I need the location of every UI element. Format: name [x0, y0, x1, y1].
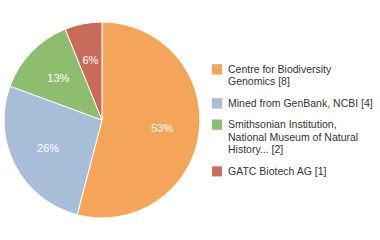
- legend: Centre for BiodiversityGenomics [8] Mined…: [212, 63, 373, 177]
- data-label: 53%: [151, 122, 173, 134]
- slice: [65, 22, 102, 120]
- legend-label: GATC Biotech AG [1]: [228, 165, 327, 177]
- data-labels: 53% 26% 13% 6%: [37, 54, 173, 154]
- data-label: 6%: [82, 54, 98, 66]
- data-label: 26%: [37, 142, 59, 154]
- legend-swatch: [212, 166, 222, 176]
- data-label: 13%: [47, 72, 69, 84]
- legend-label: Centre for BiodiversityGenomics [8]: [228, 63, 332, 88]
- legend-swatch: [212, 98, 222, 108]
- chart: 53% 26% 13% 6% Centre for BiodiversityGenomi…: [0, 0, 380, 240]
- legend-swatch: [212, 64, 222, 74]
- chart-container: 53% 26% 13% 6% Centre for BiodiversityGenomi…: [0, 0, 380, 240]
- legend-swatch: [212, 120, 222, 130]
- slices: [4, 22, 200, 218]
- legend-label: Smithsonian Institution,National Museum …: [228, 118, 358, 155]
- legend-label: Mined from GenBank, NCBI [4]: [228, 97, 373, 109]
